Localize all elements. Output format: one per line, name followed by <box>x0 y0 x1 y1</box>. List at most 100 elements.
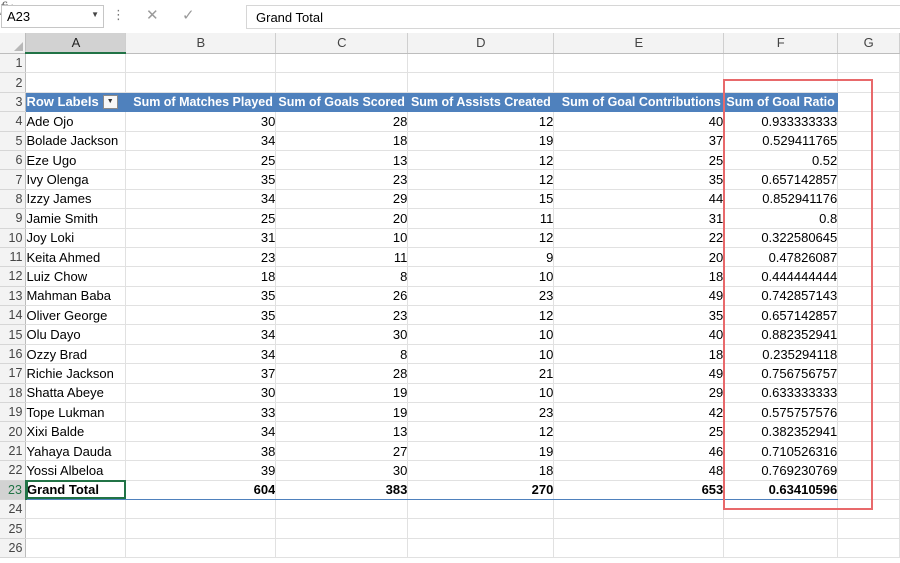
cell[interactable] <box>125 518 277 539</box>
value-cell[interactable]: 25 <box>553 421 725 442</box>
cell[interactable] <box>837 363 900 384</box>
value-cell[interactable]: 12 <box>407 150 555 171</box>
row-header[interactable]: 2 <box>0 72 27 93</box>
column-header-a[interactable]: A <box>25 33 127 54</box>
row-header[interactable]: 20 <box>0 421 27 442</box>
row-header[interactable]: 11 <box>0 247 27 268</box>
player-name-cell[interactable]: Ivy Olenga <box>25 169 127 190</box>
cell[interactable] <box>837 169 900 190</box>
cell[interactable] <box>407 53 555 74</box>
pivot-column-header[interactable]: Sum of Goals Scored <box>275 92 408 113</box>
value-cell[interactable]: 0.933333333 <box>723 111 839 132</box>
cell[interactable] <box>553 72 725 93</box>
value-cell[interactable]: 12 <box>407 305 555 326</box>
cell[interactable] <box>837 150 900 171</box>
formula-input[interactable]: Grand Total <box>246 5 900 29</box>
value-cell[interactable]: 46 <box>553 441 725 462</box>
close-icon[interactable]: ✕ <box>146 7 159 24</box>
player-name-cell[interactable]: Bolade Jackson <box>25 131 127 151</box>
value-cell[interactable]: 0.882352941 <box>723 324 839 345</box>
value-cell[interactable]: 0.852941176 <box>723 189 839 210</box>
value-cell[interactable]: 34 <box>125 324 277 345</box>
grand-total-value-cell[interactable]: 270 <box>407 479 555 500</box>
pivot-column-header[interactable]: Sum of Assists Created <box>407 92 554 113</box>
cell[interactable] <box>837 460 900 481</box>
value-cell[interactable]: 15 <box>407 189 555 210</box>
grand-total-value-cell[interactable]: 604 <box>125 479 277 500</box>
value-cell[interactable]: 37 <box>125 363 277 384</box>
row-header[interactable]: 21 <box>0 441 27 462</box>
value-cell[interactable]: 11 <box>275 247 409 268</box>
value-cell[interactable]: 11 <box>407 208 555 229</box>
value-cell[interactable]: 19 <box>275 402 409 423</box>
value-cell[interactable]: 40 <box>553 324 725 345</box>
cell[interactable] <box>837 247 900 268</box>
value-cell[interactable]: 42 <box>553 402 725 423</box>
value-cell[interactable]: 0.769230769 <box>723 460 839 481</box>
cell[interactable] <box>553 538 725 559</box>
value-cell[interactable]: 48 <box>553 460 725 481</box>
value-cell[interactable]: 0.710526316 <box>723 441 839 462</box>
cell[interactable] <box>837 305 900 326</box>
cell[interactable] <box>25 53 127 74</box>
row-header[interactable]: 4 <box>0 111 27 132</box>
value-cell[interactable]: 28 <box>275 111 409 132</box>
row-header[interactable]: 3 <box>0 92 27 113</box>
cell[interactable] <box>837 324 900 345</box>
row-header[interactable]: 15 <box>0 324 27 345</box>
row-header[interactable]: 12 <box>0 266 27 287</box>
cell[interactable] <box>837 286 900 307</box>
row-header[interactable]: 22 <box>0 460 27 481</box>
value-cell[interactable]: 30 <box>125 383 277 404</box>
row-header[interactable]: 16 <box>0 344 27 365</box>
value-cell[interactable]: 30 <box>125 111 277 132</box>
cell[interactable] <box>25 499 127 520</box>
player-name-cell[interactable]: Jamie Smith <box>25 208 127 229</box>
value-cell[interactable]: 0.756756757 <box>723 363 839 384</box>
value-cell[interactable]: 13 <box>275 150 409 171</box>
value-cell[interactable]: 19 <box>275 383 409 404</box>
value-cell[interactable]: 29 <box>553 383 725 404</box>
cell[interactable] <box>837 189 900 210</box>
row-header[interactable]: 25 <box>0 518 27 539</box>
row-header[interactable]: 7 <box>0 169 27 190</box>
value-cell[interactable]: 49 <box>553 286 725 307</box>
cell[interactable] <box>723 538 839 559</box>
value-cell[interactable]: 25 <box>553 150 725 171</box>
player-name-cell[interactable]: Luiz Chow <box>25 266 127 287</box>
player-name-cell[interactable]: Ade Ojo <box>25 111 127 132</box>
value-cell[interactable]: 0.235294118 <box>723 344 839 365</box>
value-cell[interactable]: 12 <box>407 421 555 442</box>
grand-total-label-cell[interactable]: Grand Total <box>25 479 127 500</box>
cell[interactable] <box>275 538 409 559</box>
select-all-corner[interactable] <box>0 33 27 54</box>
value-cell[interactable]: 19 <box>407 131 555 151</box>
row-header[interactable]: 24 <box>0 499 27 520</box>
value-cell[interactable]: 0.444444444 <box>723 266 839 287</box>
player-name-cell[interactable]: Tope Lukman <box>25 402 127 423</box>
cell[interactable] <box>723 499 839 520</box>
cell[interactable] <box>125 499 277 520</box>
value-cell[interactable]: 40 <box>553 111 725 132</box>
cell[interactable] <box>837 266 900 287</box>
cell[interactable] <box>837 480 900 500</box>
player-name-cell[interactable]: Xixi Balde <box>25 421 127 442</box>
column-header-f[interactable]: F <box>723 33 839 54</box>
cell[interactable] <box>407 499 555 520</box>
value-cell[interactable]: 0.529411765 <box>723 131 839 151</box>
row-header[interactable]: 8 <box>0 189 27 210</box>
cell[interactable] <box>275 499 409 520</box>
cell[interactable] <box>837 538 900 559</box>
row-header[interactable]: 14 <box>0 305 27 326</box>
player-name-cell[interactable]: Mahman Baba <box>25 286 127 307</box>
row-header[interactable]: 10 <box>0 228 27 248</box>
value-cell[interactable]: 19 <box>407 441 555 462</box>
value-cell[interactable]: 0.657142857 <box>723 169 839 190</box>
value-cell[interactable]: 34 <box>125 131 277 151</box>
pivot-row-labels-header[interactable]: Row Labels ▼ <box>25 92 126 113</box>
value-cell[interactable]: 27 <box>275 441 409 462</box>
value-cell[interactable]: 35 <box>553 305 725 326</box>
value-cell[interactable]: 44 <box>553 189 725 210</box>
row-header[interactable]: 5 <box>0 131 27 151</box>
cell[interactable] <box>275 518 409 539</box>
